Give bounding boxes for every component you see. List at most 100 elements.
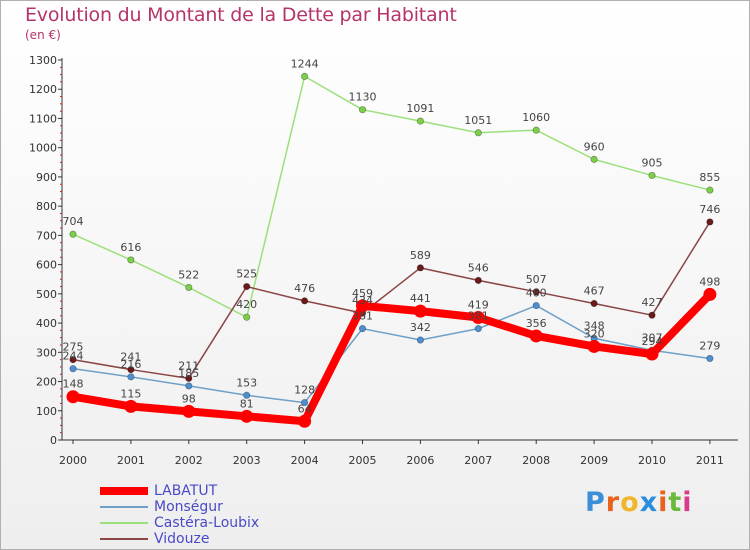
data-label: 1130 <box>349 91 377 104</box>
chart-subtitle: (en €) <box>25 28 61 42</box>
x-tick-label: 2010 <box>638 454 666 467</box>
y-tick-label: 800 <box>36 200 57 213</box>
logo-letter: x <box>639 487 659 518</box>
data-point <box>532 288 540 296</box>
data-label: 419 <box>468 299 489 312</box>
data-point <box>124 399 138 413</box>
data-point <box>300 297 309 305</box>
data-label: 460 <box>526 287 547 300</box>
data-point <box>358 325 367 333</box>
data-label: 115 <box>120 387 141 400</box>
data-point <box>416 336 424 344</box>
data-label: 420 <box>236 298 257 311</box>
data-label: 498 <box>699 275 720 288</box>
y-tick-label: 1100 <box>29 112 57 125</box>
data-point <box>590 299 598 308</box>
series-line-mons-gur <box>72 304 711 404</box>
data-label: 185 <box>178 367 199 380</box>
data-label: 1051 <box>464 114 492 127</box>
data-point <box>474 129 482 137</box>
data-point <box>243 313 251 321</box>
data-point <box>416 117 424 125</box>
chart-legend: LABATUT Monségur Castéra-Loubix Vidouze <box>100 483 340 547</box>
data-point <box>182 404 196 418</box>
legend-label: Monségur <box>154 499 223 515</box>
data-label: 1091 <box>406 102 434 115</box>
data-label: 522 <box>178 268 199 281</box>
x-tick-label: 2004 <box>291 454 319 467</box>
data-label: 476 <box>294 282 315 295</box>
data-point <box>127 365 135 374</box>
data-label: 459 <box>352 287 373 300</box>
data-point <box>471 311 485 325</box>
data-point <box>300 398 309 407</box>
data-label: 275 <box>63 341 84 354</box>
data-label: 546 <box>468 261 489 274</box>
data-point <box>127 256 135 264</box>
data-label: 960 <box>584 140 605 153</box>
data-point <box>529 329 543 343</box>
y-tick-label: 0 <box>50 434 57 447</box>
data-label: 307 <box>642 331 663 344</box>
data-label: 589 <box>410 249 431 262</box>
data-label: 381 <box>352 310 373 323</box>
data-label: 616 <box>120 241 141 254</box>
data-point <box>243 391 251 399</box>
x-tick-label: 2000 <box>59 454 87 467</box>
data-point <box>416 264 424 272</box>
x-tick-label: 2002 <box>175 454 203 467</box>
legend-item: Vidouze <box>100 531 340 547</box>
data-label: 525 <box>236 268 257 281</box>
data-point <box>69 356 77 364</box>
legend-item: LABATUT <box>100 483 340 499</box>
data-label: 216 <box>120 358 141 371</box>
data-point <box>413 304 427 318</box>
series-line-cast-ra-loubix <box>72 75 711 318</box>
data-point <box>300 72 309 80</box>
series-line-vidouze <box>72 221 711 380</box>
data-point <box>298 414 312 428</box>
logo-letter: i <box>682 487 693 518</box>
data-label: 128 <box>294 384 315 397</box>
x-tick-label: 2008 <box>522 454 550 467</box>
chart-title: Evolution du Montant de la Dette par Hab… <box>25 4 457 26</box>
data-point <box>645 347 659 361</box>
proxiti-logo: Proxiti <box>585 487 693 518</box>
x-tick-label: 2005 <box>349 454 377 467</box>
logo-letter: i <box>658 487 669 518</box>
data-label: 855 <box>699 171 720 184</box>
x-tick-label: 2003 <box>233 454 261 467</box>
data-label: 381 <box>468 310 489 323</box>
data-label: 64 <box>298 402 312 415</box>
legend-item: Monségur <box>100 499 340 515</box>
data-label: 320 <box>584 327 605 340</box>
x-tick-label: 2007 <box>464 454 492 467</box>
data-point <box>66 390 80 404</box>
data-label: 1244 <box>291 57 319 70</box>
legend-swatch <box>100 506 148 508</box>
y-tick-label: 1200 <box>29 83 57 96</box>
data-point <box>474 276 482 284</box>
data-label: 342 <box>410 321 431 334</box>
logo-letter: t <box>668 487 683 518</box>
x-tick-label: 2001 <box>117 454 145 467</box>
data-label: 148 <box>63 378 84 391</box>
y-tick-label: 500 <box>36 288 57 301</box>
legend-item: Castéra-Loubix <box>100 515 340 531</box>
y-tick-label: 100 <box>36 405 57 418</box>
data-point <box>648 311 656 319</box>
y-tick-label: 400 <box>36 317 57 330</box>
legend-label: LABATUT <box>154 483 218 499</box>
data-label: 81 <box>240 397 254 410</box>
data-label: 441 <box>410 292 431 305</box>
data-label: 746 <box>699 203 720 216</box>
series-line-labatut <box>69 290 714 426</box>
data-label: 704 <box>63 215 84 228</box>
data-label: 348 <box>584 319 605 332</box>
data-label: 905 <box>642 156 663 169</box>
data-point <box>127 373 135 381</box>
data-point <box>706 186 714 194</box>
data-point <box>358 106 367 114</box>
